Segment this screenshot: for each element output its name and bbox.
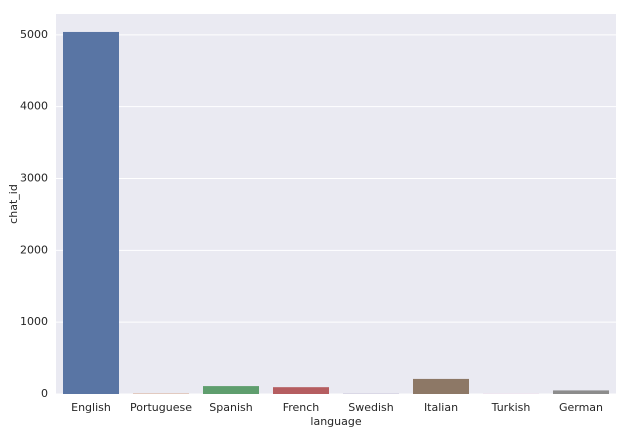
y-axis-label: chat_id — [7, 184, 20, 224]
x-tick-label: French — [283, 401, 320, 414]
y-tick-label: 3000 — [20, 171, 48, 184]
y-tick-label: 2000 — [20, 243, 48, 256]
y-tick-label: 4000 — [20, 100, 48, 113]
y-tick-label: 5000 — [20, 28, 48, 41]
x-tick-label: Turkish — [491, 401, 531, 414]
x-tick-label: Spanish — [209, 401, 252, 414]
x-tick-label: German — [559, 401, 603, 414]
y-tick-label: 1000 — [20, 315, 48, 328]
bar — [203, 386, 259, 394]
bar — [413, 378, 469, 394]
x-tick-label: Swedish — [348, 401, 394, 414]
x-tick-label: Portuguese — [130, 401, 192, 414]
x-tick-label: English — [71, 401, 111, 414]
x-axis-label: language — [310, 415, 361, 428]
bar — [63, 31, 119, 395]
bar — [553, 390, 609, 394]
y-tick-label: 0 — [41, 387, 48, 400]
marks — [63, 31, 609, 395]
plot-area — [56, 14, 616, 394]
x-tick-label: Italian — [424, 401, 458, 414]
bar — [273, 387, 329, 394]
